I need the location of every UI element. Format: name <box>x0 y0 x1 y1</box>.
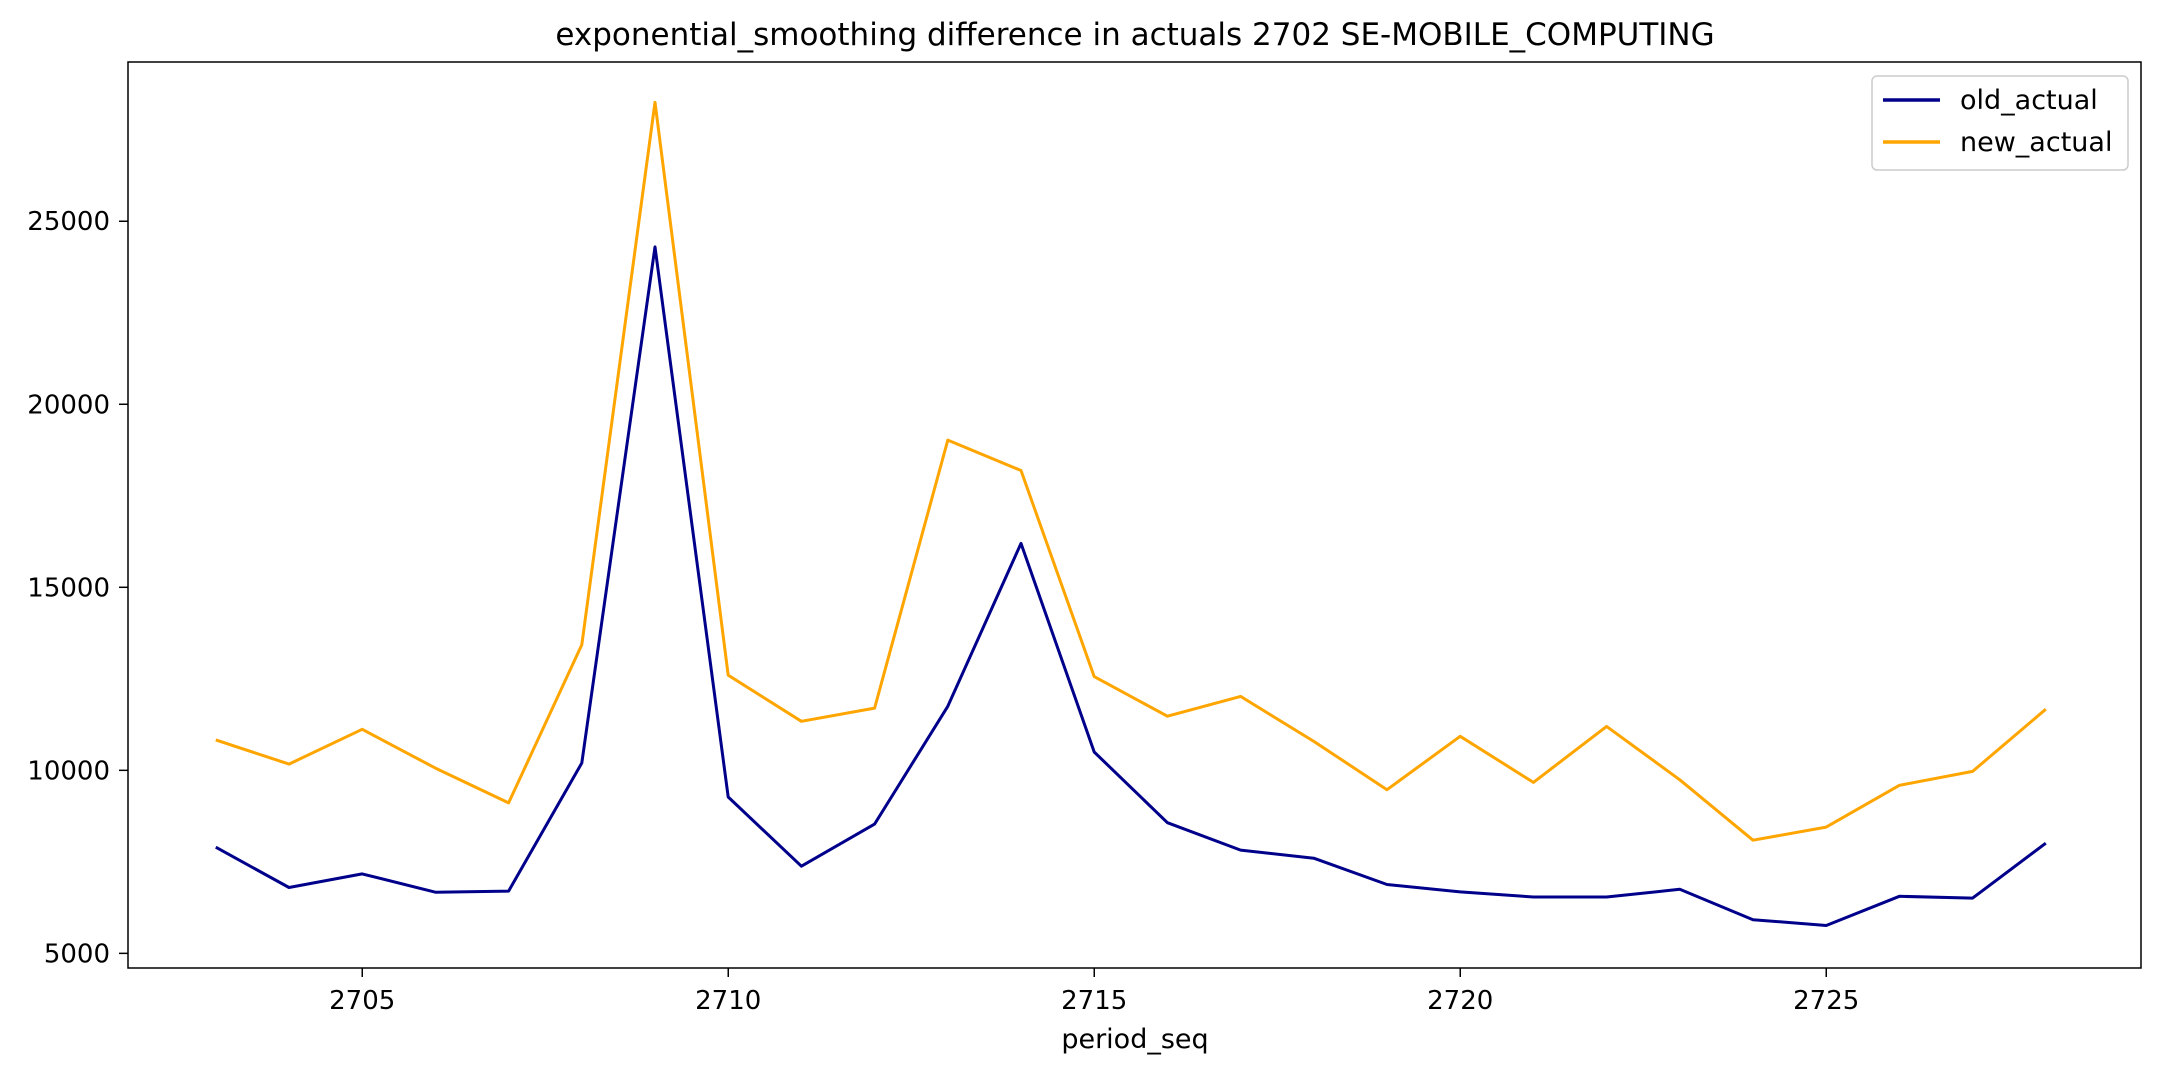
series-line-new-actual <box>215 100 2047 842</box>
x-tick-label: 2705 <box>329 986 395 1016</box>
x-axis-label: period_seq <box>1061 1024 1208 1055</box>
x-axis: 2705 2710 2715 2720 2725 <box>329 968 1859 1016</box>
plot-area-frame <box>127 61 2142 969</box>
x-tick-label: 2715 <box>1061 986 1127 1016</box>
legend: old_actual new_actual <box>1871 75 2129 171</box>
y-tick-label: 20000 <box>27 390 110 420</box>
legend-label-new-actual: new_actual <box>1960 127 2112 158</box>
y-tick-label: 5000 <box>44 939 110 969</box>
y-axis: 5000 10000 15000 20000 25000 <box>27 207 128 969</box>
legend-label-old-actual: old_actual <box>1960 85 2098 116</box>
y-tick-label: 10000 <box>27 756 110 786</box>
chart-title: exponential_smoothing difference in actu… <box>555 17 1714 53</box>
series-line-old-actual <box>215 245 2047 927</box>
y-tick-label: 25000 <box>27 207 110 237</box>
series-layer <box>215 100 2047 927</box>
x-tick-label: 2710 <box>695 986 761 1016</box>
y-tick-label: 15000 <box>27 573 110 603</box>
x-tick-label: 2725 <box>1793 986 1859 1016</box>
x-tick-label: 2720 <box>1427 986 1493 1016</box>
